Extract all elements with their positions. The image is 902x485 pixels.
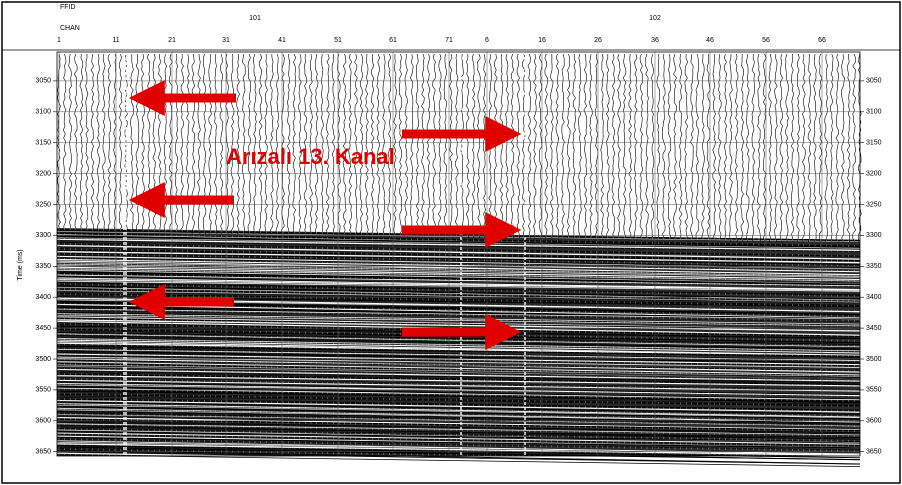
seismic-section: FFID CHAN Time (ms) 3050 3050 3100 3100 3150… [0,0,902,485]
y-tick-label: 3350 [866,263,882,270]
y-tick-label: 3500 [866,356,882,363]
y-tick-label: 3400 [866,294,882,301]
y-tick-label: 3200 [35,170,51,177]
channel-label: 1 [57,37,61,44]
y-tick-label: 3300 [35,232,51,239]
y-tick-label: 3350 [35,263,51,270]
channel-label: 51 [334,37,342,44]
channel-label: 66 [818,37,826,44]
y-tick-label: 3050 [866,78,882,85]
ffid-label: FFID [60,4,76,11]
y-tick-label: 3600 [35,418,51,425]
annotation: Arızalı 13. Kanal [226,144,395,169]
channel-label: 31 [222,37,230,44]
y-tick-label: 3050 [35,78,51,85]
channel-label: 56 [762,37,770,44]
y-tick-label: 3500 [35,356,51,363]
y-tick-label: 3150 [35,140,51,147]
y-tick-label: 3600 [866,418,882,425]
channel-label: 46 [706,37,714,44]
y-tick-label: 3150 [866,140,882,147]
y-tick-label: 3300 [866,232,882,239]
y-tick-label: 3650 [35,449,51,456]
chan-label: CHAN [60,25,80,32]
y-tick-label: 3450 [866,325,882,332]
y-tick-label: 3400 [35,294,51,301]
y-tick-label: 3250 [35,201,51,208]
channel-label: 71 [445,37,453,44]
channel-label: 11 [112,37,119,44]
time-axis-label: Time (ms) [17,249,24,280]
ffid-value: 101 [249,15,261,22]
y-tick-label: 3200 [866,170,882,177]
y-tick-label: 3550 [866,387,882,394]
channel-label: 16 [538,37,546,44]
y-tick-label: 3550 [35,387,51,394]
y-tick-label: 3650 [866,449,882,456]
channel-label: 6 [485,37,489,44]
channel-label: 21 [168,37,176,44]
channel-label: 36 [651,37,659,44]
ffid-value: 102 [649,15,661,22]
channel-label: 41 [278,37,286,44]
channel-label: 26 [594,37,602,44]
channel-label: 61 [389,37,397,44]
y-tick-label: 3100 [35,109,51,116]
y-tick-label: 3450 [35,325,51,332]
y-tick-label: 3100 [866,109,882,116]
y-tick-label: 3250 [866,201,882,208]
